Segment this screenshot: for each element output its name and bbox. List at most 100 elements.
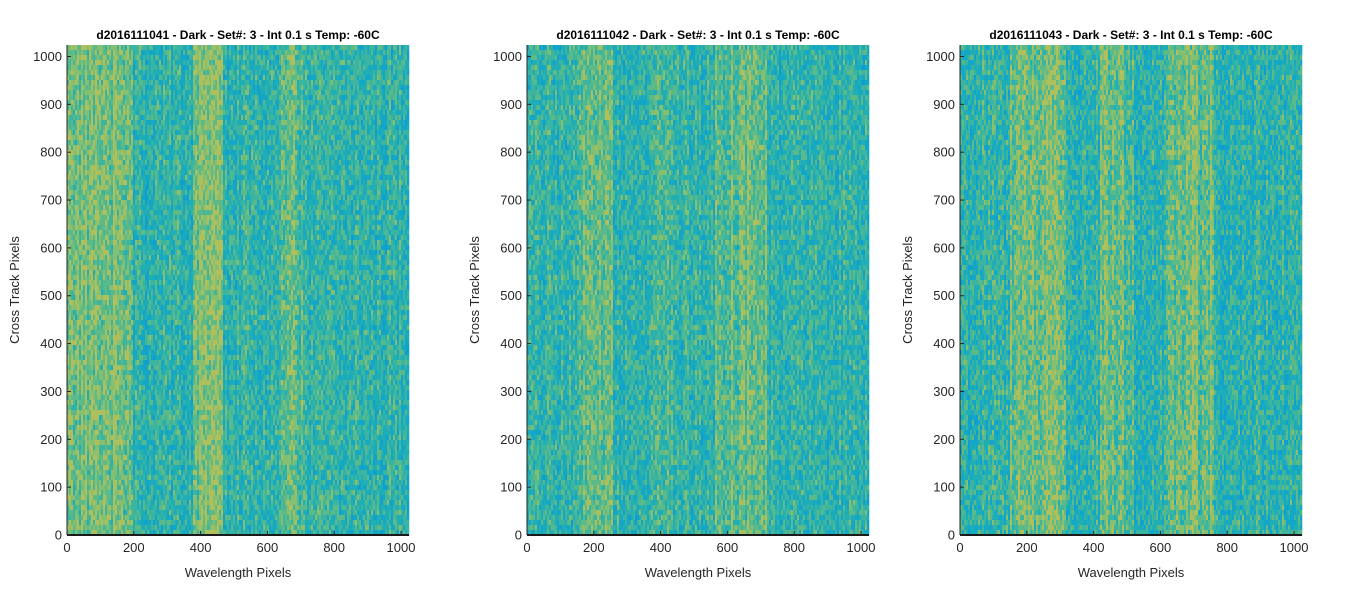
heatmap-cell bbox=[83, 60, 85, 65]
heatmap-cell bbox=[85, 505, 87, 510]
heatmap-cell bbox=[97, 210, 99, 215]
heatmap-cell bbox=[99, 375, 101, 380]
heatmap-cell bbox=[89, 245, 91, 250]
heatmap-cell bbox=[79, 210, 81, 215]
heatmap-cell bbox=[93, 450, 95, 455]
heatmap-cell bbox=[79, 290, 81, 295]
heatmap-cell bbox=[91, 270, 93, 275]
heatmap-cell bbox=[69, 65, 71, 70]
heatmap-cell bbox=[73, 220, 75, 225]
heatmap-cell bbox=[79, 305, 81, 310]
heatmap-cell bbox=[73, 300, 75, 305]
heatmap-cell bbox=[97, 405, 99, 410]
heatmap-cell bbox=[75, 475, 77, 480]
heatmap-cell bbox=[81, 410, 83, 415]
heatmap-cell bbox=[85, 160, 87, 165]
heatmap-cell bbox=[75, 185, 77, 190]
heatmap-cell bbox=[89, 405, 91, 410]
heatmap-cell bbox=[97, 495, 99, 500]
heatmap-cell bbox=[83, 455, 85, 460]
heatmap-cell bbox=[93, 325, 95, 330]
heatmap-cell bbox=[71, 145, 73, 150]
heatmap-cell bbox=[71, 220, 73, 225]
heatmap-cell bbox=[71, 520, 73, 525]
heatmap-cell bbox=[99, 140, 101, 145]
heatmap-cell bbox=[71, 215, 73, 220]
heatmap-cell bbox=[71, 280, 73, 285]
heatmap-cell bbox=[83, 475, 85, 480]
heatmap-cell bbox=[85, 100, 87, 105]
heatmap-cell bbox=[97, 330, 99, 335]
heatmap-cell bbox=[83, 175, 85, 180]
heatmap-cell bbox=[87, 360, 89, 365]
heatmap-cell bbox=[99, 490, 101, 495]
heatmap-cell bbox=[83, 465, 85, 470]
heatmap-cell bbox=[71, 295, 73, 300]
heatmap-cell bbox=[93, 70, 95, 75]
heatmap-cell bbox=[81, 175, 83, 180]
heatmap-cell bbox=[77, 90, 79, 95]
heatmap-cell bbox=[95, 495, 97, 500]
heatmap-cell bbox=[75, 470, 77, 475]
heatmap-cell bbox=[71, 335, 73, 340]
heatmap-cell bbox=[75, 490, 77, 495]
heatmap-cell bbox=[97, 125, 99, 130]
heatmap-cell bbox=[91, 310, 93, 315]
heatmap-cell bbox=[75, 460, 77, 465]
heatmap-cell bbox=[89, 175, 91, 180]
heatmap-cell bbox=[75, 400, 77, 405]
heatmap-cell bbox=[89, 140, 91, 145]
heatmap-cell bbox=[71, 180, 73, 185]
heatmap-cell bbox=[73, 440, 75, 445]
heatmap-cell bbox=[97, 500, 99, 505]
heatmap-cell bbox=[81, 290, 83, 295]
heatmap-cell bbox=[73, 75, 75, 80]
heatmap-cell bbox=[93, 360, 95, 365]
heatmap-cell bbox=[91, 205, 93, 210]
heatmap-cell bbox=[91, 460, 93, 465]
heatmap-cell bbox=[89, 400, 91, 405]
heatmap-cell bbox=[73, 225, 75, 230]
heatmap-cell bbox=[83, 435, 85, 440]
heatmap-cell bbox=[97, 300, 99, 305]
heatmap-cell bbox=[73, 240, 75, 245]
heatmap-cell bbox=[101, 170, 103, 175]
heatmap-cell bbox=[77, 475, 79, 480]
heatmap-cell bbox=[85, 320, 87, 325]
heatmap-cell bbox=[77, 165, 79, 170]
heatmap-cell bbox=[79, 420, 81, 425]
heatmap-cell bbox=[79, 330, 81, 335]
heatmap-cell bbox=[77, 185, 79, 190]
heatmap-cell bbox=[69, 490, 71, 495]
heatmap-cell bbox=[73, 70, 75, 75]
heatmap-cell bbox=[95, 380, 97, 385]
heatmap-cell bbox=[89, 395, 91, 400]
heatmap-cell bbox=[89, 505, 91, 510]
heatmap-cell bbox=[97, 130, 99, 135]
heatmap-cell bbox=[71, 255, 73, 260]
heatmap-cell bbox=[95, 515, 97, 520]
heatmap-cell bbox=[99, 285, 101, 290]
heatmap-cell bbox=[83, 365, 85, 370]
heatmap-cell bbox=[69, 465, 71, 470]
heatmap-cell bbox=[77, 85, 79, 90]
heatmap-cell bbox=[97, 200, 99, 205]
heatmap-cell bbox=[91, 425, 93, 430]
heatmap-cell bbox=[87, 440, 89, 445]
heatmap-cell bbox=[69, 190, 71, 195]
heatmap-cell bbox=[85, 450, 87, 455]
heatmap-cell bbox=[69, 60, 71, 65]
heatmap-cell bbox=[91, 45, 93, 50]
heatmap-cell bbox=[99, 350, 101, 355]
heatmap-cell bbox=[75, 415, 77, 420]
heatmap-cell bbox=[93, 115, 95, 120]
heatmap-cell bbox=[77, 295, 79, 300]
heatmap-cell bbox=[75, 440, 77, 445]
heatmap-cell bbox=[71, 205, 73, 210]
heatmap-cell bbox=[85, 275, 87, 280]
heatmap-cell bbox=[77, 210, 79, 215]
heatmap-cell bbox=[95, 435, 97, 440]
heatmap-cell bbox=[91, 80, 93, 85]
heatmap-cell bbox=[97, 420, 99, 425]
heatmap-cell bbox=[69, 500, 71, 505]
